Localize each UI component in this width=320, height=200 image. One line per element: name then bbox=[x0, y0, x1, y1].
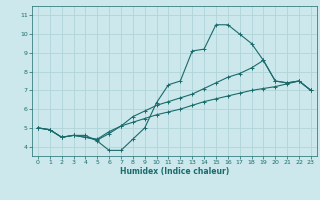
X-axis label: Humidex (Indice chaleur): Humidex (Indice chaleur) bbox=[120, 167, 229, 176]
